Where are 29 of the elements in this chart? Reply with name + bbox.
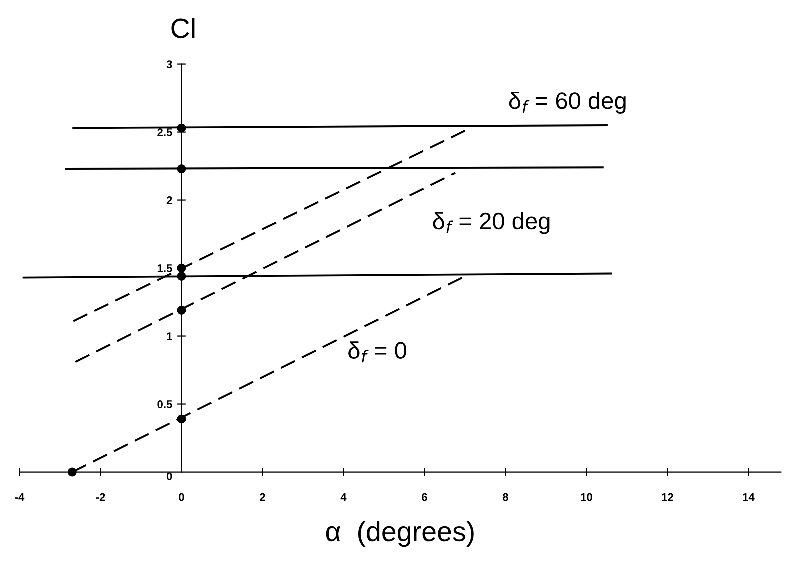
x-tick-label: 12: [662, 493, 674, 502]
annotation: δ$_{f}$ = 0: [348, 342, 407, 363]
y-tick-label: 0: [166, 472, 172, 480]
annotation: δ$_{f}$ = 60 deg: [509, 92, 626, 114]
x-tick-label: -4: [15, 494, 25, 502]
y-tick-label: 1.5: [158, 264, 172, 272]
point: [177, 272, 186, 281]
x-tick-label: 2: [260, 493, 266, 502]
annotation: δ$_{f}$ = 20 deg: [433, 212, 550, 234]
x-tick-label: 8: [502, 493, 508, 502]
x-tick-label: 4: [340, 494, 347, 502]
y-tick-label: 2.5: [158, 128, 172, 136]
x-tick-label: 0: [179, 493, 184, 502]
x-tick-label: -2: [96, 493, 106, 502]
x-tick-label: 6: [422, 493, 428, 502]
point: [177, 264, 186, 273]
y-tick-label: 3: [166, 60, 172, 68]
x-axis-title: α (degrees): [326, 521, 474, 548]
point: [177, 306, 186, 315]
point: [177, 124, 186, 133]
x-tick-label: 10: [581, 493, 592, 502]
y-tick-label: 0.5: [158, 400, 172, 408]
x-tick-label: 14: [743, 494, 755, 502]
point: [177, 414, 186, 424]
y-tick-label: 2: [166, 196, 172, 204]
point: [68, 468, 77, 477]
y-tick-label: 1: [167, 332, 172, 340]
y-axis-title: Cl: [172, 18, 195, 38]
point: [177, 164, 186, 174]
